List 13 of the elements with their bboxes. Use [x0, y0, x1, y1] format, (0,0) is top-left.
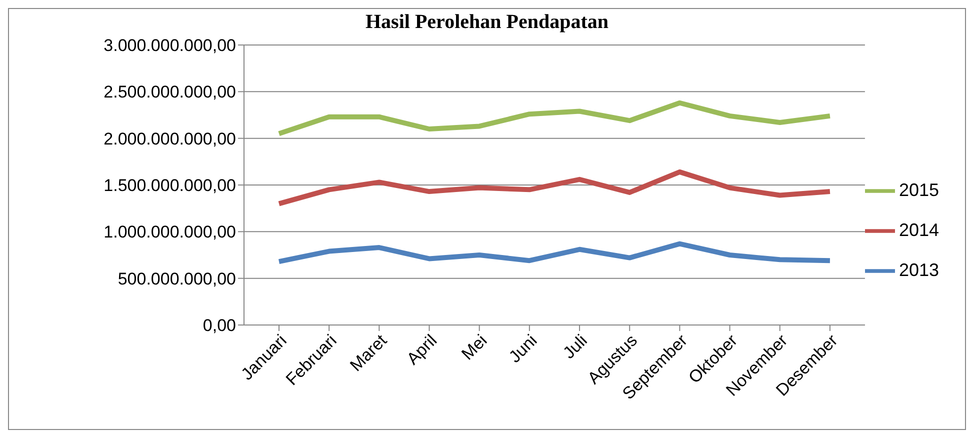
- chart-title: Hasil Perolehan Pendapatan: [364, 10, 610, 35]
- y-tick-label: 500.000.000,00: [118, 269, 236, 288]
- y-tick-label: 2.000.000.000,00: [104, 129, 236, 148]
- y-tick-label: 1.500.000.000,00: [104, 176, 236, 196]
- legend-label: 2013: [898, 260, 939, 280]
- x-tick-label: Mei: [458, 330, 491, 364]
- y-tick-label: 2.500.000.000,00: [104, 82, 236, 102]
- x-tick-label: Juli: [559, 330, 591, 362]
- legend-label: 2015: [898, 180, 939, 200]
- y-tick-label: 1.000.000.000,00: [104, 222, 236, 242]
- y-tick-label: 3.000.000.000,00: [104, 36, 236, 56]
- y-tick-label: 0,00: [202, 316, 236, 336]
- legend-label: 2014: [898, 220, 939, 240]
